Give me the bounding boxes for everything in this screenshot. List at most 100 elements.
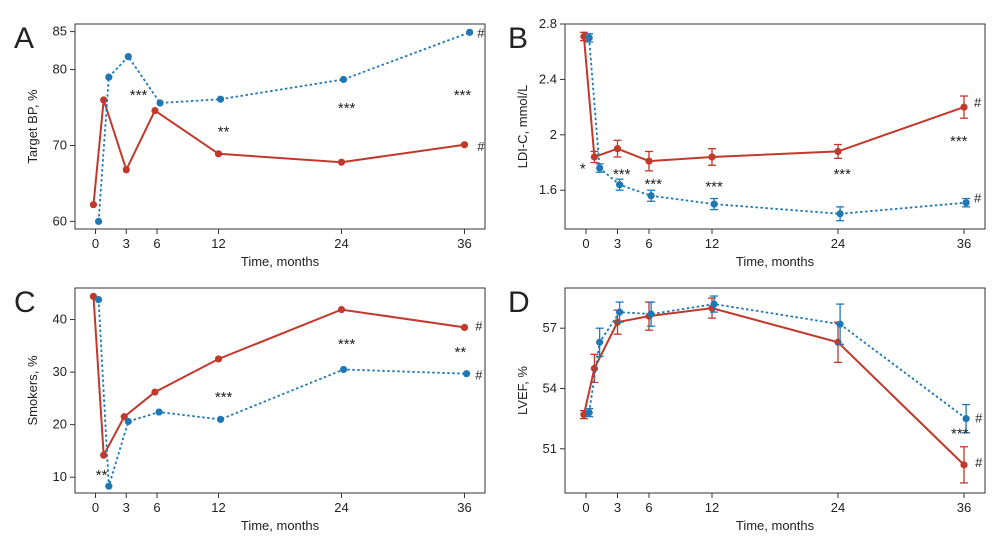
significance-annotation: *** xyxy=(215,389,233,406)
x-tick-label-a: 3 xyxy=(123,236,130,251)
significance-annotation: *** xyxy=(454,87,472,104)
y-tick-label-d: 54 xyxy=(543,380,557,395)
data-point-blue xyxy=(596,164,604,172)
x-tick-label-b: 24 xyxy=(831,236,845,251)
y-tick-label-d: 51 xyxy=(543,441,557,456)
significance-annotation: ** xyxy=(218,123,230,140)
data-point-red xyxy=(337,305,346,314)
series-line-blue-a xyxy=(97,31,470,222)
x-tick-label-c: 6 xyxy=(153,500,160,515)
data-point-blue xyxy=(124,53,132,61)
x-axis-label-d: Time, months xyxy=(736,518,815,533)
hash-annotation: # xyxy=(975,455,983,470)
hash-annotation: # xyxy=(974,95,982,110)
data-point-blue xyxy=(962,199,970,207)
data-point-blue xyxy=(466,28,474,36)
data-point-red xyxy=(89,201,98,209)
data-point-red xyxy=(708,153,716,161)
x-tick-label-d: 36 xyxy=(957,500,971,515)
y-tick-label-b: 2.4 xyxy=(539,71,557,86)
x-tick-label-b: 12 xyxy=(705,236,719,251)
x-axis-label-c: Time, months xyxy=(241,518,320,533)
y-tick-label-c: 30 xyxy=(53,364,67,379)
data-point-blue xyxy=(836,320,844,328)
data-point-red xyxy=(590,153,599,161)
y-tick-label-a: 80 xyxy=(53,62,67,77)
data-point-red xyxy=(100,96,108,104)
x-tick-label-a: 0 xyxy=(92,236,99,251)
hash-annotation: # xyxy=(477,139,485,154)
significance-annotation: *** xyxy=(951,426,969,443)
x-tick-label-a: 12 xyxy=(211,236,225,251)
significance-annotation: *** xyxy=(644,176,662,193)
data-point-blue xyxy=(596,338,604,346)
data-point-blue xyxy=(94,295,103,304)
x-tick-label-c: 0 xyxy=(92,500,99,515)
y-tick-label-c: 20 xyxy=(53,417,67,432)
hash-annotation: # xyxy=(974,191,982,206)
x-tick-label-b: 3 xyxy=(614,236,621,251)
y-tick-label-b: 1.6 xyxy=(539,182,557,197)
significance-annotation: *** xyxy=(338,336,356,353)
data-point-blue xyxy=(155,408,163,416)
x-axis-label-a: Time, months xyxy=(241,254,320,269)
x-tick-label-c: 24 xyxy=(334,500,348,515)
data-point-blue xyxy=(616,308,624,316)
hash-annotation: # xyxy=(975,411,983,426)
data-point-red xyxy=(151,388,159,396)
plot-frame-b xyxy=(564,23,986,230)
hash-annotation: # xyxy=(477,26,485,41)
x-tick-label-c: 3 xyxy=(123,500,130,515)
data-point-red xyxy=(460,323,469,332)
x-tick-label-b: 6 xyxy=(645,236,652,251)
data-point-blue xyxy=(105,482,113,490)
plot-frame-a xyxy=(74,23,486,230)
y-tick-label-b: 2.8 xyxy=(539,16,557,31)
y-tick-label-d: 57 xyxy=(543,320,557,335)
data-point-red xyxy=(960,103,968,111)
significance-annotation: *** xyxy=(338,100,356,117)
x-tick-label-d: 12 xyxy=(705,500,719,515)
x-tick-label-b: 36 xyxy=(957,236,971,251)
series-line-red-b xyxy=(582,36,965,163)
significance-annotation: *** xyxy=(950,133,968,150)
data-point-blue xyxy=(616,181,624,189)
y-axis-label-d: LVEF, % xyxy=(515,366,530,415)
y-axis-label-c: Smokers, % xyxy=(25,355,40,426)
data-point-red xyxy=(122,166,130,174)
data-point-red xyxy=(120,413,128,421)
data-point-blue xyxy=(585,34,593,42)
data-point-blue xyxy=(339,365,348,374)
data-point-red xyxy=(337,158,346,166)
data-point-blue xyxy=(216,415,225,424)
data-point-red xyxy=(613,145,622,153)
significance-annotation: *** xyxy=(705,179,723,196)
x-tick-label-d: 6 xyxy=(645,500,652,515)
x-tick-label-d: 24 xyxy=(831,500,845,515)
panel-a-letter: A xyxy=(14,22,34,55)
x-tick-label-a: 6 xyxy=(153,236,160,251)
data-point-red xyxy=(100,451,108,459)
data-point-blue xyxy=(105,73,113,81)
x-tick-label-c: 12 xyxy=(211,500,225,515)
data-point-blue xyxy=(647,310,655,318)
data-point-blue xyxy=(462,370,471,378)
data-point-red xyxy=(834,147,842,156)
data-point-blue xyxy=(339,75,348,84)
data-point-red xyxy=(960,461,968,469)
data-point-blue xyxy=(94,217,103,226)
data-point-red xyxy=(214,150,223,158)
panel-d-letter: D xyxy=(508,286,530,319)
data-point-red xyxy=(645,157,653,165)
data-point-blue xyxy=(710,200,718,208)
plot-frame-d xyxy=(564,287,986,494)
significance-annotation: *** xyxy=(130,87,148,104)
data-point-blue xyxy=(710,300,718,308)
x-tick-label-d: 3 xyxy=(614,500,621,515)
y-axis-label-b: LDI-C, mmol/L xyxy=(515,85,530,169)
